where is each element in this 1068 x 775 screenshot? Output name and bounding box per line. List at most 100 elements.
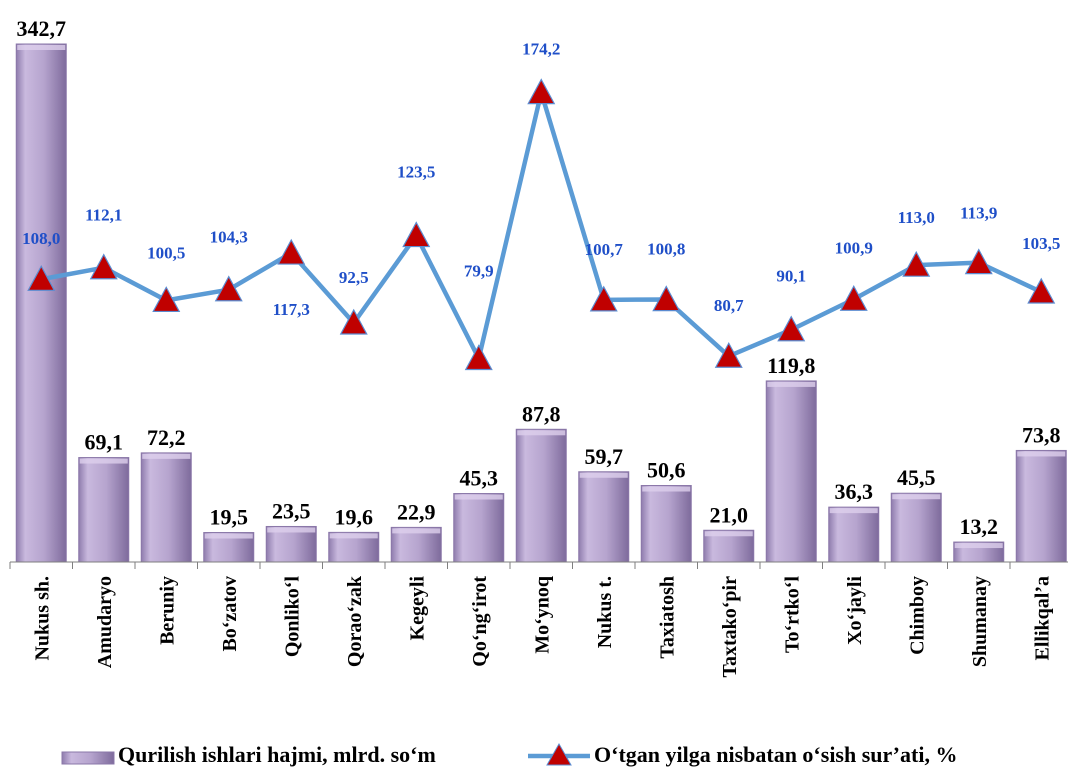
category-labels: Nukus sh. Amudaryo Beruniy Bo‘zatov Qonliko‘… [31,575,1053,677]
line-marker [964,248,993,275]
category-label: Shumanay [969,576,991,667]
category-label: To‘rtko‘l [781,576,803,653]
category-label: Xo‘jayli [844,576,866,645]
bar-bevel [142,453,191,459]
line-path [40,90,1043,361]
bar-bevel [954,543,1003,549]
category-label: Taxtako‘pir [719,576,741,678]
legend-triangle-icon [546,742,572,766]
line-value-label: 103,5 [1022,234,1060,253]
line-value-label: 113,9 [960,204,997,223]
bar-value-label: 73,8 [1022,422,1061,447]
line-marker [1027,277,1056,304]
bar-value-label: 50,6 [647,458,686,483]
category-label: Ellikqal’a [1031,576,1053,660]
line-value-label: 123,5 [397,163,435,182]
line-value-label: 100,8 [647,240,685,259]
bar-value-label: 36,3 [835,479,874,504]
bar-bevel [642,486,691,492]
category-label: Nukus t. [594,576,616,648]
category-label: Taxiatosh [656,576,678,659]
line-value-label: 92,5 [339,268,369,287]
bar-bevel [704,531,753,537]
bar-bevel [17,45,66,50]
x-axis-ticks [9,562,1011,569]
bar [515,428,567,563]
bar-bevel [767,381,816,387]
line-marker [464,344,493,371]
bar-value-label: 119,8 [767,353,815,378]
bar [453,493,505,563]
line-marker [527,78,556,105]
category-label: Mo‘ynoq [531,576,553,654]
category-label: Qo‘ng‘irot [469,576,491,667]
line-value-label: 174,2 [522,40,560,59]
bar [890,492,942,563]
line-value-label: 80,7 [714,296,744,315]
bar-value-label: 342,7 [17,16,67,41]
legend-line-label: O‘tgan yilga nisbatan o‘sish sur’ati, % [594,742,957,767]
category-label: Chimboy [906,576,928,655]
legend: Qurilish ishlari hajmi, mlrd. so‘m O‘tgan… [61,742,957,767]
category-label: Nukus sh. [31,576,53,661]
bar-value-label: 45,5 [897,465,936,490]
bar-value-label: 22,9 [397,499,436,524]
line-marker [714,341,743,368]
category-label: Qorao‘zak [344,575,366,667]
line-series [27,78,1056,371]
bar-value-label: 13,2 [960,514,999,539]
category-label: Beruniy [156,576,178,645]
line-marker [777,315,806,342]
line-marker [27,264,56,291]
bar-value-label: 19,5 [210,505,249,530]
bar-value-label: 87,8 [522,401,561,426]
line-value-label: 79,9 [464,261,494,280]
category-label: Amudaryo [94,576,116,668]
line-marker [152,286,181,313]
bar-value-label: 72,2 [147,425,186,450]
bar-bevel [1017,451,1066,457]
bar [78,457,130,563]
bar [578,471,630,563]
line-value-label: 104,3 [210,228,248,247]
bar-bevel [392,528,441,534]
line-value-labels: 108,0 112,1 100,5 104,3 117,3 92,5 123,5 79,9 17… [22,40,1060,319]
bar [828,506,880,563]
bar-bevel [517,430,566,436]
line-marker [839,285,868,311]
line-value-label: 100,5 [147,243,185,262]
line-value-label: 100,7 [585,240,624,259]
bar-bevel [267,527,316,533]
line-value-label: 108,0 [22,229,60,248]
legend-bar-swatch [61,751,115,765]
line-value-label: 117,3 [273,300,310,319]
bar-value-label: 21,0 [710,502,749,527]
line-marker [339,308,368,335]
line-value-label: 100,9 [835,238,873,257]
bar-bevel [579,472,628,478]
bar-bevel [892,494,941,500]
bar-series [15,43,1067,563]
line-marker [902,250,931,277]
bar-bevel [79,458,128,464]
bar [765,380,817,563]
line-marker [402,221,431,248]
line-marker [652,285,681,312]
bar-bevel [204,533,253,539]
bar-value-label: 45,3 [460,466,499,491]
line-marker [277,238,306,265]
bar-value-label: 23,5 [272,498,311,523]
legend-bar-label: Qurilish ishlari hajmi, mlrd. so‘m [118,742,436,767]
bar-bevel [329,533,378,539]
line-value-label: 112,1 [85,206,122,225]
bar [1015,449,1067,563]
bar-bevel [829,508,878,514]
category-label: Kegeyli [406,576,428,641]
bar-value-label: 69,1 [85,430,124,455]
bar [640,485,692,563]
bar [140,452,192,563]
category-label: Qonliko‘l [281,576,303,658]
line-marker [589,285,618,312]
line-value-label: 113,0 [898,208,935,227]
